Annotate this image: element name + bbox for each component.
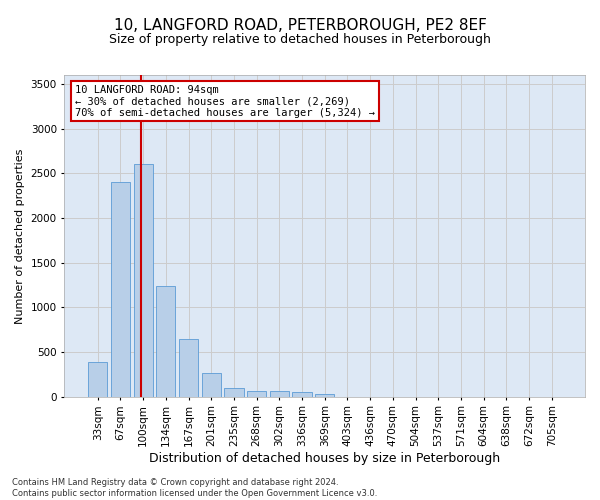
Bar bbox=[247, 392, 266, 396]
Bar bbox=[202, 374, 221, 396]
Bar bbox=[156, 286, 175, 397]
Bar bbox=[88, 362, 107, 396]
Bar bbox=[292, 392, 311, 396]
Bar bbox=[224, 388, 244, 396]
Bar bbox=[315, 394, 334, 396]
Bar bbox=[111, 182, 130, 396]
Text: 10 LANGFORD ROAD: 94sqm
← 30% of detached houses are smaller (2,269)
70% of semi: 10 LANGFORD ROAD: 94sqm ← 30% of detache… bbox=[75, 84, 375, 118]
Bar bbox=[269, 392, 289, 396]
Text: Size of property relative to detached houses in Peterborough: Size of property relative to detached ho… bbox=[109, 32, 491, 46]
Text: 10, LANGFORD ROAD, PETERBOROUGH, PE2 8EF: 10, LANGFORD ROAD, PETERBOROUGH, PE2 8EF bbox=[113, 18, 487, 32]
Bar bbox=[134, 164, 153, 396]
X-axis label: Distribution of detached houses by size in Peterborough: Distribution of detached houses by size … bbox=[149, 452, 500, 465]
Y-axis label: Number of detached properties: Number of detached properties bbox=[15, 148, 25, 324]
Bar bbox=[179, 340, 198, 396]
Text: Contains HM Land Registry data © Crown copyright and database right 2024.
Contai: Contains HM Land Registry data © Crown c… bbox=[12, 478, 377, 498]
